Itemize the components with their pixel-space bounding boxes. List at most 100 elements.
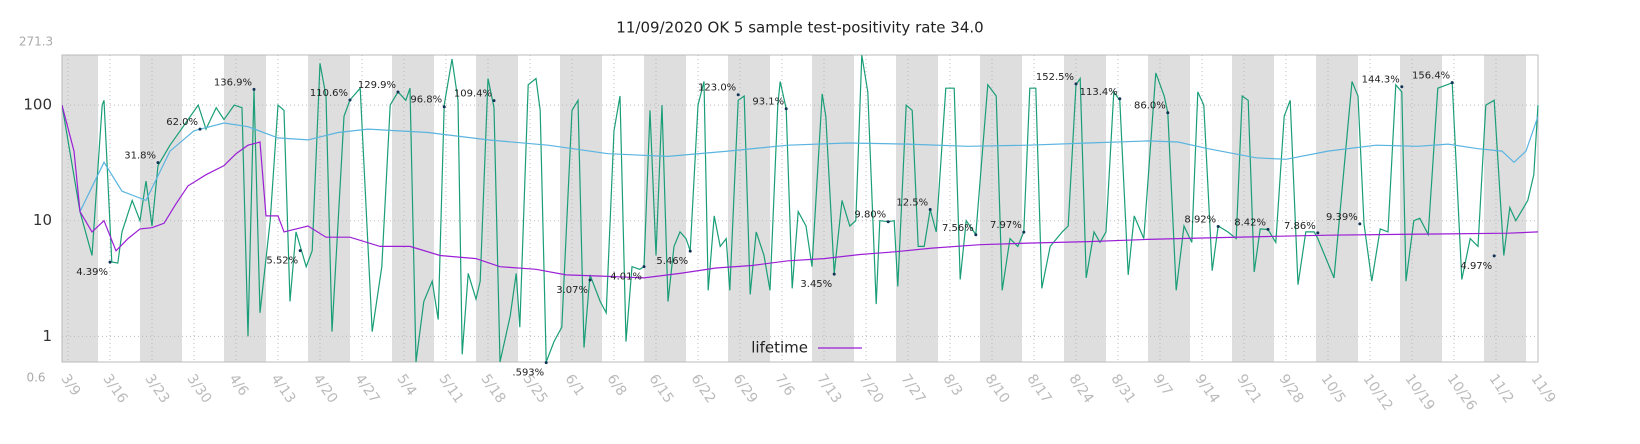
annotation-label: 3.45% (800, 279, 832, 290)
y-tick-label: 271.3 (19, 35, 53, 49)
week-stripe (140, 55, 182, 362)
y-tick-label: 100 (23, 96, 52, 114)
plot-background (62, 55, 1526, 362)
week-stripe (812, 55, 854, 362)
x-tick-label: 5/18 (477, 371, 508, 406)
annotation-point (1118, 97, 1122, 101)
annotation-point (252, 87, 256, 91)
x-tick-label: 9/21 (1233, 371, 1264, 406)
x-tick-label: 4/6 (225, 371, 251, 399)
x-tick-label: 10/26 (1443, 371, 1479, 413)
x-tick-label: 9/14 (1191, 371, 1222, 406)
annotation-label: 9.39% (1326, 212, 1358, 223)
y-tick-label: 1 (42, 327, 52, 345)
annotation-point (832, 272, 836, 276)
week-stripe (1316, 55, 1358, 362)
annotation-label: 96.8% (410, 95, 442, 106)
legend-label: lifetime (751, 339, 808, 357)
x-tick-label: 10/12 (1359, 371, 1395, 413)
x-tick-label: 8/24 (1065, 371, 1096, 406)
annotation-label: 7.86% (1284, 221, 1316, 232)
annotation-point (1400, 85, 1404, 89)
annotation-point (544, 361, 548, 365)
x-tick-label: 5/4 (393, 371, 419, 399)
x-tick-label: 4/13 (267, 371, 298, 406)
annotation-label: 12.5% (896, 198, 928, 209)
week-stripe (1400, 55, 1442, 362)
annotation-point (442, 105, 446, 109)
annotation-point (588, 278, 592, 282)
annotation-point (108, 260, 112, 264)
annotation-label: 129.9% (358, 80, 396, 91)
y-tick-label: 10 (33, 211, 52, 229)
annotation-label: 4.39% (76, 267, 108, 278)
x-tick-label: 7/20 (855, 371, 886, 406)
chart-title: 11/09/2020 OK 5 sample test-positivity r… (616, 19, 983, 37)
annotation-point (974, 233, 978, 237)
series-line (79, 116, 1539, 212)
x-tick-label: 3/16 (99, 371, 130, 406)
x-tick-label: 7/27 (897, 371, 928, 406)
week-stripe (1064, 55, 1106, 362)
x-tick-label: 10/19 (1401, 371, 1437, 413)
series-line (62, 104, 1539, 279)
annotation-point (1266, 227, 1270, 231)
annotation-point (1216, 224, 1220, 228)
x-tick-label: 9/28 (1275, 371, 1306, 406)
x-tick-label: 9/7 (1149, 371, 1175, 399)
annotation-label: 31.8% (124, 151, 156, 162)
annotation-label: 156.4% (1412, 71, 1450, 82)
y-tick-label: 0.6 (26, 371, 45, 385)
annotation-point (736, 93, 740, 97)
annotation-label: 8.42% (1234, 217, 1266, 228)
week-stripe (728, 55, 770, 362)
x-tick-label: 6/8 (603, 371, 629, 399)
annotation-label: 7.97% (990, 220, 1022, 231)
annotation-label: 4.01% (610, 272, 642, 283)
annotation-point (886, 220, 890, 224)
annotation-point (348, 98, 352, 102)
annotation-label: 93.1% (752, 97, 784, 108)
annotation-label: .593% (512, 368, 544, 379)
annotation-point (1022, 230, 1026, 234)
x-tick-label: 10/5 (1317, 371, 1348, 406)
annotation-label: 5.52% (266, 256, 298, 267)
annotation-point (396, 90, 400, 94)
annotation-label: 136.9% (214, 77, 252, 88)
x-tick-label: 11/2 (1485, 371, 1516, 406)
x-tick-label: 8/3 (939, 371, 965, 399)
annotation-label: 152.5% (1036, 72, 1074, 83)
annotation-point (1074, 82, 1078, 86)
annotation-point (1450, 81, 1454, 85)
annotation-label: 113.4% (1080, 87, 1118, 98)
annotation-label: 9.80% (854, 210, 886, 221)
x-tick-label: 6/22 (687, 371, 718, 406)
x-tick-label: 3/30 (183, 371, 214, 406)
x-tick-label: 8/10 (981, 371, 1012, 406)
annotation-point (1492, 254, 1496, 258)
x-tick-label: 3/23 (141, 371, 172, 406)
x-tick-label: 8/31 (1107, 371, 1138, 406)
week-stripe (476, 55, 518, 362)
annotation-point (784, 107, 788, 111)
annotation-point (298, 249, 302, 253)
x-tick-label: 7/6 (771, 371, 797, 399)
annotation-label: 7.56% (942, 223, 974, 234)
annotation-point (1316, 231, 1320, 235)
annotation-label: 5.46% (656, 256, 688, 267)
annotation-label: 3.07% (556, 285, 588, 296)
annotation-label: 4.97% (1460, 261, 1492, 272)
x-tick-label: 6/15 (645, 371, 676, 406)
week-stripe (1484, 55, 1526, 362)
week-stripe (980, 55, 1022, 362)
annotation-label: 144.3% (1362, 75, 1400, 86)
x-tick-label: 8/17 (1023, 371, 1054, 406)
week-stripe (1232, 55, 1274, 362)
annotation-label: 8.92% (1184, 214, 1216, 225)
annotation-label: 109.4% (454, 89, 492, 100)
annotation-point (1358, 222, 1362, 226)
annotation-point (492, 99, 496, 103)
x-tick-label: 3/9 (57, 371, 83, 399)
annotation-label: 62.0% (166, 117, 198, 128)
